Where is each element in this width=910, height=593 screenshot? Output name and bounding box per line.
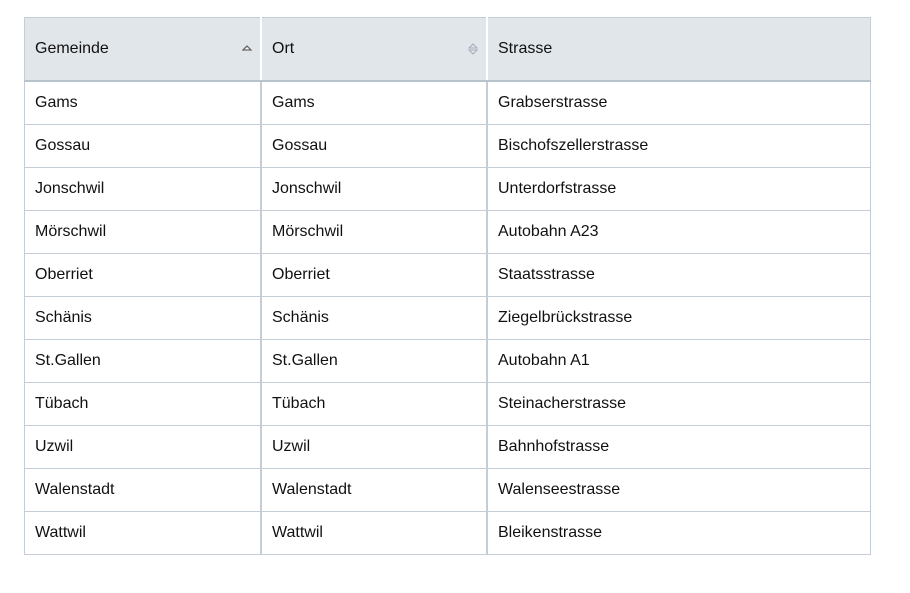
cell-strasse: Bahnhofstrasse	[487, 425, 871, 469]
cell-strasse: Unterdorfstrasse	[487, 167, 871, 211]
cell-gemeinde: St.Gallen	[24, 339, 262, 383]
sort-both-icon[interactable]	[468, 41, 478, 57]
table-row: Gams Gams Grabserstrasse	[24, 81, 871, 125]
cell-ort: Gams	[261, 81, 488, 125]
cell-gemeinde: Mörschwil	[24, 210, 262, 254]
cell-strasse: Ziegelbrückstrasse	[487, 296, 871, 340]
cell-strasse: Walenseestrasse	[487, 468, 871, 512]
column-label: Ort	[272, 40, 295, 57]
cell-ort: Uzwil	[261, 425, 488, 469]
column-header-ort[interactable]: Ort	[261, 17, 488, 82]
cell-strasse: Bischofszellerstrasse	[487, 124, 871, 168]
cell-ort: Walenstadt	[261, 468, 488, 512]
cell-gemeinde: Wattwil	[24, 511, 262, 555]
cell-strasse: Grabserstrasse	[487, 81, 871, 125]
cell-gemeinde: Uzwil	[24, 425, 262, 469]
column-header-gemeinde[interactable]: Gemeinde	[24, 17, 262, 82]
cell-gemeinde: Oberriet	[24, 253, 262, 297]
column-label: Strasse	[498, 40, 553, 57]
cell-ort: Tübach	[261, 382, 488, 426]
cell-ort: Jonschwil	[261, 167, 488, 211]
cell-gemeinde: Gams	[24, 81, 262, 125]
cell-ort: Wattwil	[261, 511, 488, 555]
cell-ort: St.Gallen	[261, 339, 488, 383]
table-row: Gossau Gossau Bischofszellerstrasse	[24, 124, 871, 168]
cell-gemeinde: Tübach	[24, 382, 262, 426]
table-row: Tübach Tübach Steinacherstrasse	[24, 382, 871, 426]
sort-up-icon[interactable]	[242, 41, 252, 57]
table-row: Oberriet Oberriet Staatsstrasse	[24, 253, 871, 297]
cell-strasse: Autobahn A1	[487, 339, 871, 383]
cell-gemeinde: Schänis	[24, 296, 262, 340]
cell-strasse: Bleikenstrasse	[498, 524, 603, 541]
cell-strasse: Steinacherstrasse	[487, 382, 871, 426]
table-row: Wattwil Wattwil Bleikenstrasse	[24, 511, 871, 555]
cell-gemeinde: Jonschwil	[24, 167, 262, 211]
column-label: Gemeinde	[35, 40, 109, 57]
table-row: St.Gallen St.Gallen Autobahn A1	[24, 339, 871, 383]
cell-ort: Gossau	[261, 124, 488, 168]
column-header-strasse[interactable]: Strasse	[487, 17, 871, 82]
cell-strasse: Staatsstrasse	[487, 253, 871, 297]
cell-ort: Mörschwil	[261, 210, 488, 254]
table-row: Walenstadt Walenstadt Walenseestrasse	[24, 468, 871, 512]
table-row: Uzwil Uzwil Bahnhofstrasse	[24, 425, 871, 469]
data-table: Gemeinde Ort Strasse Gams Gams Grabserstra…	[24, 17, 871, 555]
header-row: Gemeinde Ort Strasse	[24, 17, 871, 82]
cell-ort: Oberriet	[261, 253, 488, 297]
table-row: Jonschwil Jonschwil Unterdorfstrasse	[24, 167, 871, 211]
cell-strasse: Autobahn A23	[487, 210, 871, 254]
cell-ort: Schänis	[261, 296, 488, 340]
cell-gemeinde: Walenstadt	[24, 468, 262, 512]
table-row: Schänis Schänis Ziegelbrückstrasse	[24, 296, 871, 340]
cell-gemeinde: Gossau	[24, 124, 262, 168]
table-row: Mörschwil Mörschwil Autobahn A23	[24, 210, 871, 254]
